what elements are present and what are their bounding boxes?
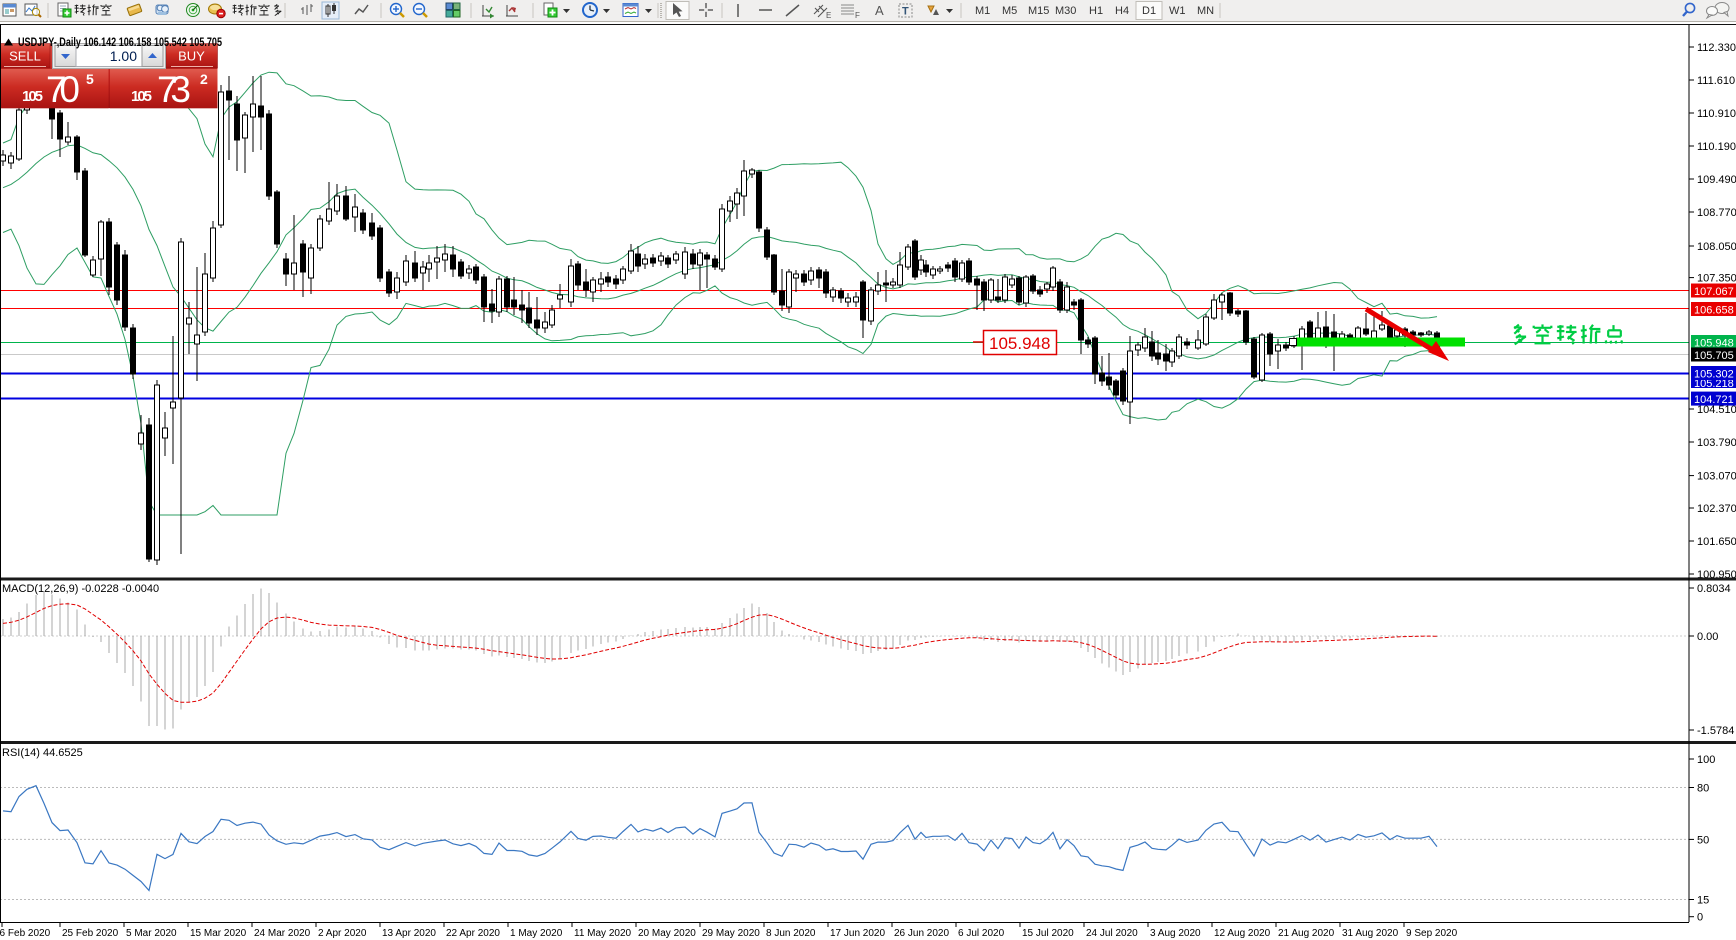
- svg-text:F: F: [855, 11, 860, 20]
- svg-text:80: 80: [1697, 783, 1709, 795]
- svg-text:107.067: 107.067: [1694, 286, 1734, 298]
- svg-text:0.00: 0.00: [1697, 631, 1718, 643]
- svg-text:T: T: [902, 6, 909, 18]
- svg-text:20 May 2020: 20 May 2020: [638, 928, 696, 939]
- svg-text:D1: D1: [1142, 5, 1156, 17]
- svg-text:105.302: 105.302: [1694, 369, 1734, 381]
- svg-text:104.721: 104.721: [1694, 394, 1734, 406]
- svg-text:RSI(14) 44.6525: RSI(14) 44.6525: [2, 747, 83, 759]
- svg-text:107.350: 107.350: [1697, 273, 1736, 285]
- svg-text:15 Mar 2020: 15 Mar 2020: [190, 928, 247, 939]
- svg-text:M30: M30: [1055, 5, 1076, 17]
- svg-text:1.00: 1.00: [110, 48, 137, 64]
- svg-text:24 Mar 2020: 24 Mar 2020: [254, 928, 311, 939]
- svg-text:M1: M1: [975, 5, 990, 17]
- svg-text:H1: H1: [1089, 5, 1103, 17]
- svg-text:110.190: 110.190: [1697, 141, 1736, 153]
- svg-text:105.705: 105.705: [1694, 350, 1734, 362]
- svg-text:16 Feb 2020: 16 Feb 2020: [0, 928, 51, 939]
- svg-text:8 Jun 2020: 8 Jun 2020: [766, 928, 816, 939]
- svg-text:11 May 2020: 11 May 2020: [574, 928, 632, 939]
- svg-text:USDJPY-,Daily 106.142 106.158: USDJPY-,Daily 106.142 106.158 105.542 10…: [18, 35, 222, 49]
- svg-text:100: 100: [1697, 754, 1715, 766]
- svg-text:9 Sep 2020: 9 Sep 2020: [1406, 928, 1458, 939]
- svg-text:29 May 2020: 29 May 2020: [702, 928, 760, 939]
- svg-text:SELL: SELL: [9, 49, 41, 64]
- svg-text:26 Jun 2020: 26 Jun 2020: [894, 928, 949, 939]
- svg-text:15: 15: [1697, 895, 1709, 907]
- svg-text:105.948: 105.948: [989, 334, 1050, 353]
- svg-text:BUY: BUY: [178, 49, 205, 64]
- svg-text:M5: M5: [1002, 5, 1017, 17]
- svg-text:12 Aug 2020: 12 Aug 2020: [1214, 928, 1271, 939]
- svg-text:31 Aug 2020: 31 Aug 2020: [1342, 928, 1399, 939]
- svg-text:5 Mar 2020: 5 Mar 2020: [126, 928, 177, 939]
- svg-text:108.050: 108.050: [1697, 241, 1736, 253]
- svg-text:-1.5784: -1.5784: [1697, 725, 1734, 737]
- svg-text:A: A: [875, 3, 884, 18]
- svg-text:112.330: 112.330: [1697, 42, 1736, 54]
- svg-text:17 Jun 2020: 17 Jun 2020: [830, 928, 885, 939]
- svg-text:25 Feb 2020: 25 Feb 2020: [62, 928, 119, 939]
- svg-text:102.370: 102.370: [1697, 503, 1736, 515]
- svg-text:MACD(12,26,9) -0.0228 -0.0040: MACD(12,26,9) -0.0228 -0.0040: [2, 583, 159, 595]
- svg-text:105: 105: [131, 88, 152, 105]
- svg-text:W1: W1: [1169, 5, 1186, 17]
- svg-text:70: 70: [46, 69, 80, 110]
- svg-text:111.610: 111.610: [1697, 75, 1735, 87]
- svg-text:105: 105: [22, 88, 43, 105]
- svg-text:73: 73: [157, 69, 191, 110]
- svg-text:21 Aug 2020: 21 Aug 2020: [1278, 928, 1335, 939]
- svg-text:2: 2: [200, 71, 208, 87]
- svg-text:1 May 2020: 1 May 2020: [510, 928, 563, 939]
- svg-text:E: E: [826, 11, 831, 20]
- svg-text:0.8034: 0.8034: [1697, 583, 1731, 595]
- svg-text:24 Jul 2020: 24 Jul 2020: [1086, 928, 1138, 939]
- svg-text:3 Aug 2020: 3 Aug 2020: [1150, 928, 1201, 939]
- svg-text:13 Apr 2020: 13 Apr 2020: [382, 928, 436, 939]
- svg-text:103.790: 103.790: [1697, 437, 1736, 449]
- svg-text:110.910: 110.910: [1697, 108, 1736, 120]
- svg-text:105.948: 105.948: [1694, 338, 1734, 350]
- svg-text:108.770: 108.770: [1697, 207, 1736, 219]
- svg-text:H4: H4: [1115, 5, 1129, 17]
- svg-text:M15: M15: [1028, 5, 1049, 17]
- svg-text:106.658: 106.658: [1694, 305, 1734, 317]
- svg-text:0: 0: [1697, 912, 1703, 924]
- svg-text:103.070: 103.070: [1697, 471, 1736, 483]
- svg-text:5: 5: [86, 71, 94, 87]
- svg-text:104.510: 104.510: [1697, 404, 1736, 416]
- svg-text:105.218: 105.218: [1694, 378, 1734, 390]
- svg-text:2 Apr 2020: 2 Apr 2020: [318, 928, 367, 939]
- svg-text:MN: MN: [1197, 5, 1214, 17]
- svg-text:109.490: 109.490: [1697, 174, 1736, 186]
- svg-text:101.650: 101.650: [1697, 536, 1736, 548]
- svg-text:6 Jul 2020: 6 Jul 2020: [958, 928, 1005, 939]
- svg-text:50: 50: [1697, 834, 1709, 846]
- svg-text:22 Apr 2020: 22 Apr 2020: [446, 928, 500, 939]
- svg-text:15 Jul 2020: 15 Jul 2020: [1022, 928, 1074, 939]
